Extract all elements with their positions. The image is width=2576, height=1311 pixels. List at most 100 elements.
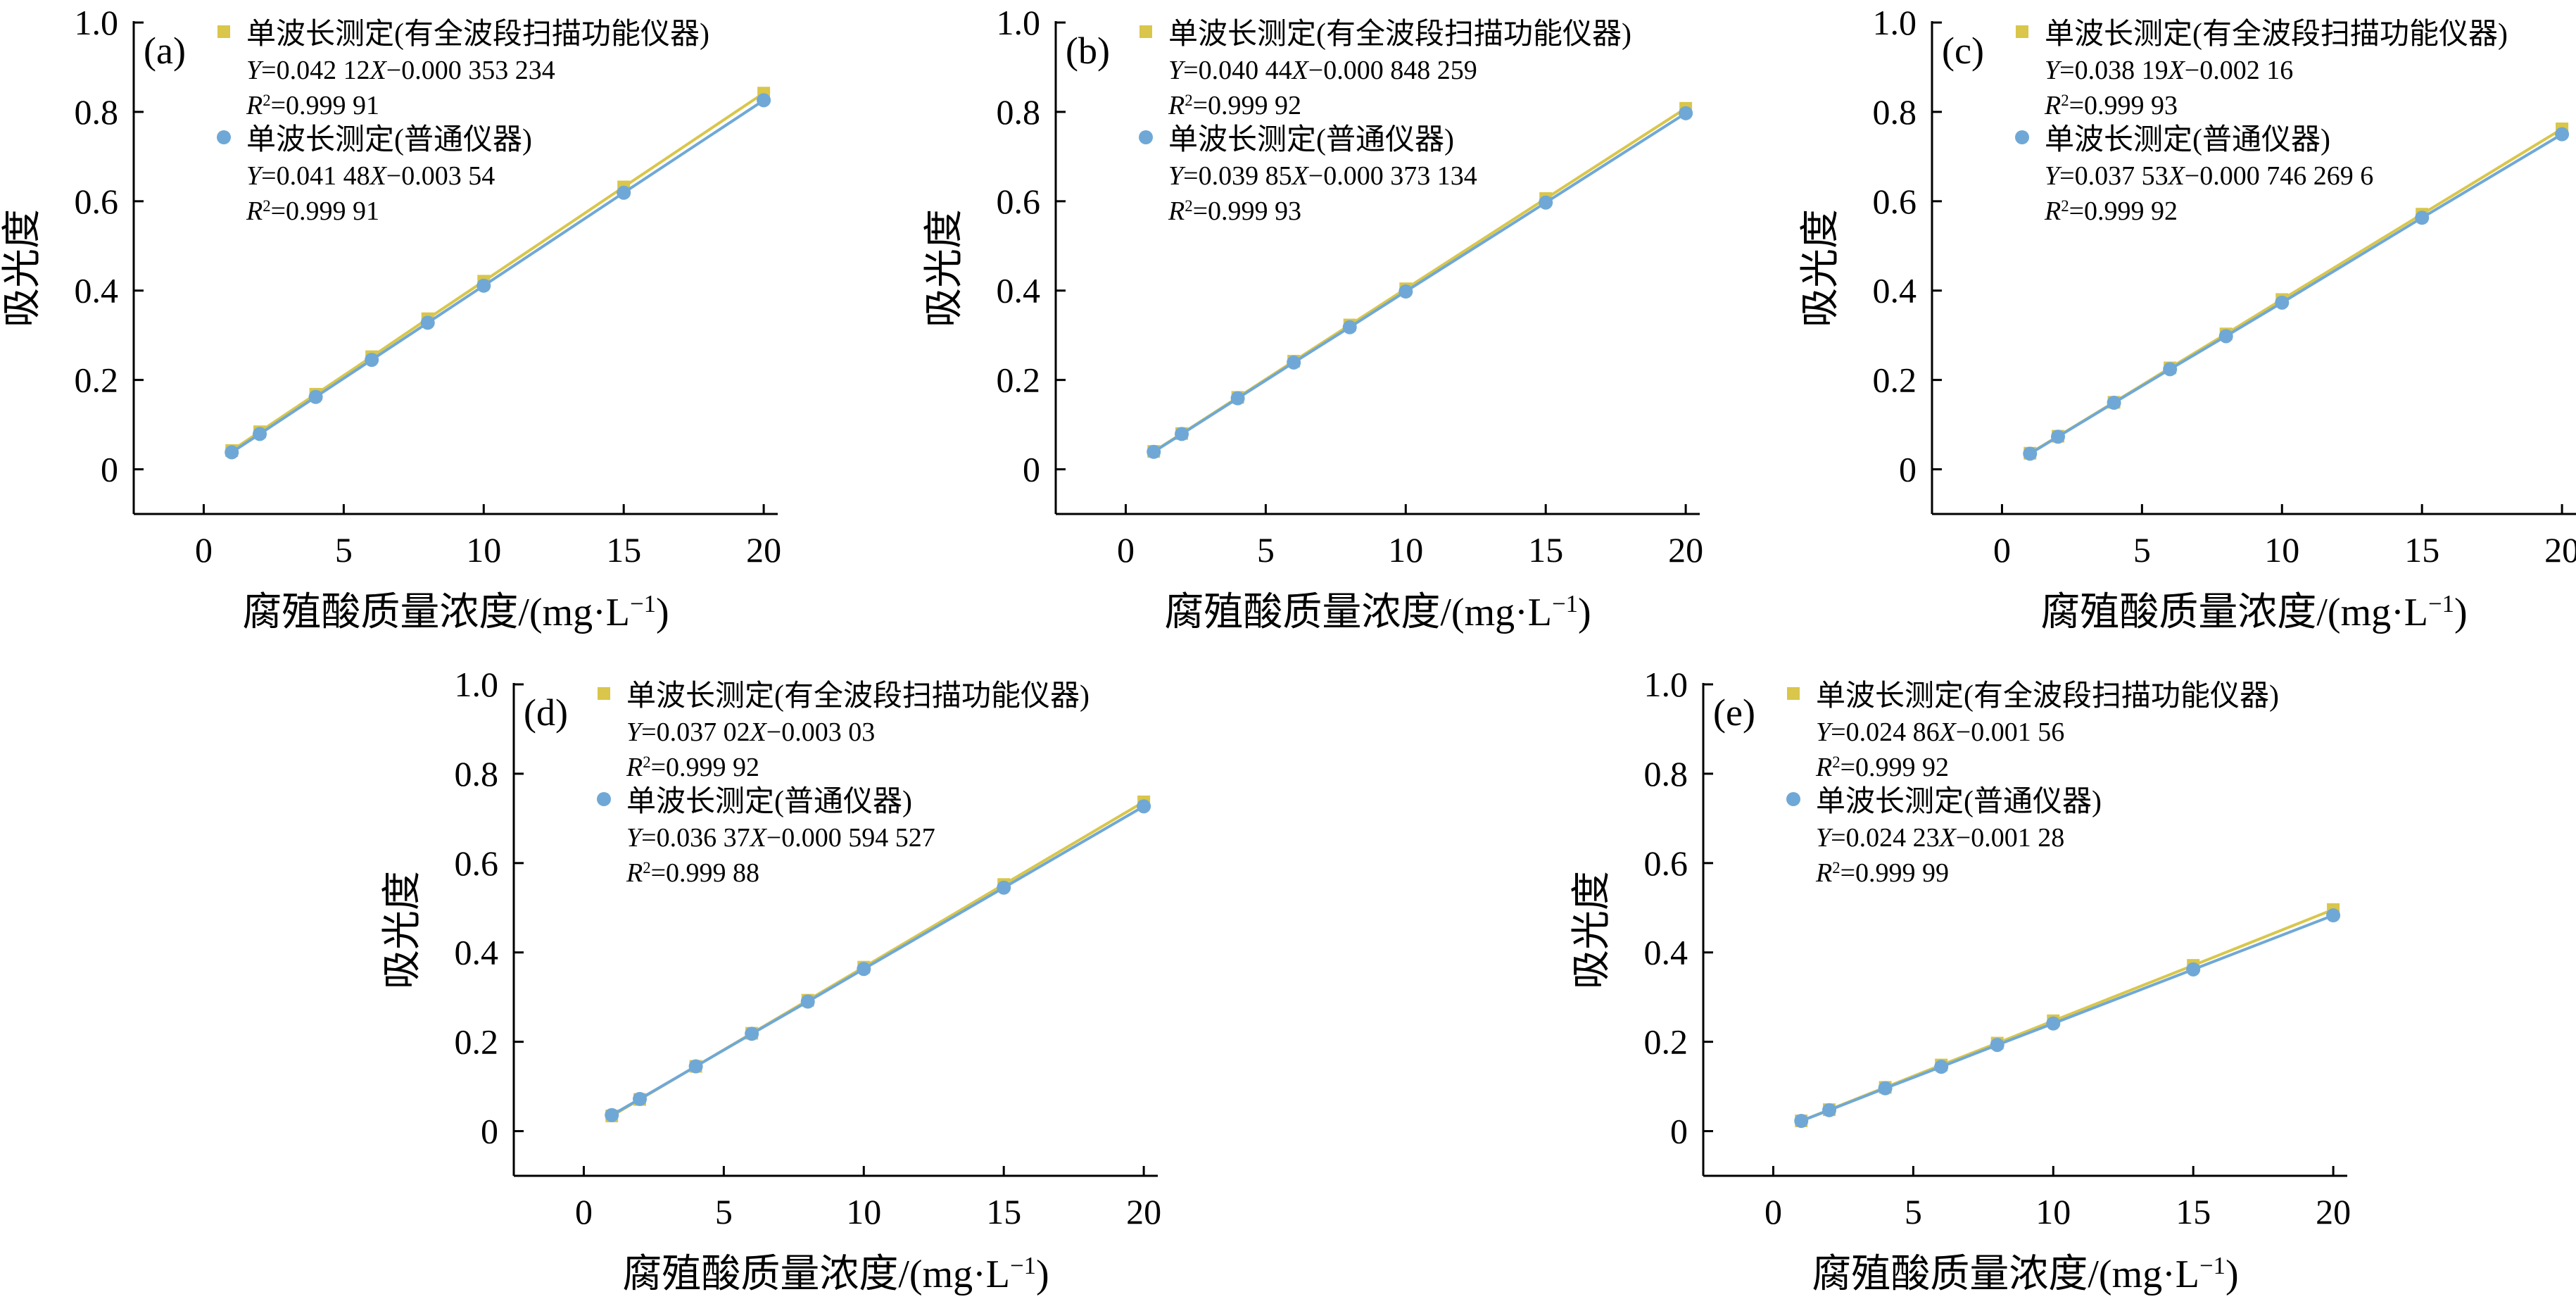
legend-entry: 单波长测定(普通仪器) Y=0.036 37X−0.000 594 527 R2=0…	[597, 785, 935, 888]
x-axis-label: 腐殖酸质量浓度/(mg·L−1)	[2040, 590, 2467, 635]
data-point-circle	[1399, 284, 1413, 299]
legend-label: 单波长测定(有全波段扫描功能仪器)	[1168, 18, 1631, 51]
y-tick-label: 0.6	[455, 843, 499, 883]
data-point-circle	[1794, 1113, 1809, 1128]
r-squared: R2=0.999 92	[2044, 196, 2178, 226]
legend-marker-square	[217, 25, 230, 38]
panel-label: (e)	[1713, 691, 1755, 734]
legend-label: 单波长测定(普通仪器)	[246, 123, 532, 156]
r-squared: R2=0.999 91	[246, 91, 379, 120]
legend-entry: 单波长测定(普通仪器) Y=0.039 85X−0.000 373 134 R2=0…	[1139, 123, 1477, 226]
x-axis-label: 腐殖酸质量浓度/(mg·L−1)	[1164, 590, 1591, 635]
legend-entry: 单波长测定(有全波段扫描功能仪器) Y=0.037 02X−0.003 03 R2=…	[598, 679, 1090, 782]
legend-entry: 单波长测定(普通仪器) Y=0.024 23X−0.001 28 R2=0.999 …	[1786, 785, 2102, 888]
x-tick-label: 0	[1117, 530, 1135, 570]
data-point-circle	[2023, 446, 2038, 461]
data-point-circle	[1137, 799, 1151, 814]
x-tick-label: 5	[1905, 1192, 1922, 1231]
x-tick-label: 10	[846, 1192, 881, 1231]
legend-label: 单波长测定(有全波段扫描功能仪器)	[626, 679, 1090, 713]
data-point-circle	[476, 278, 491, 293]
y-tick-label: 1.0	[1644, 665, 1688, 704]
panel-label: (c)	[1942, 30, 1984, 72]
legend-label: 单波长测定(普通仪器)	[2045, 123, 2330, 156]
legend-marker-square	[1139, 25, 1152, 38]
y-tick-label: 0.2	[1644, 1022, 1688, 1062]
regression-equation: Y=0.041 48X−0.003 54	[246, 161, 495, 191]
series-line	[1800, 914, 2334, 1122]
legend-marker-square	[598, 687, 610, 700]
data-point-circle	[1679, 106, 1693, 120]
series-line	[231, 99, 765, 454]
data-point-circle	[420, 315, 435, 330]
x-tick-label: 0	[195, 530, 213, 570]
data-point-circle	[688, 1059, 703, 1074]
legend-marker-circle	[1786, 792, 1800, 806]
x-tick-label: 15	[986, 1192, 1021, 1231]
x-axis-label: 腐殖酸质量浓度/(mg·L−1)	[1812, 1252, 2238, 1297]
regression-equation: Y=0.037 53X−0.000 746 269 6	[2045, 161, 2373, 191]
x-tick-label: 5	[335, 530, 353, 570]
data-point-circle	[2107, 395, 2121, 410]
legend-marker-square	[1787, 687, 1800, 700]
y-tick-label: 0.4	[75, 271, 119, 310]
series-ordinary	[1147, 106, 1693, 459]
x-tick-label: 10	[2264, 530, 2299, 570]
data-point-circle	[1147, 444, 1161, 459]
series-full-scan	[1795, 903, 2340, 1127]
legend-entry: 单波长测定(有全波段扫描功能仪器) Y=0.038 19X−0.002 16 R2=…	[2016, 18, 2508, 120]
y-tick-label: 0.2	[75, 360, 119, 400]
r-squared: R2=0.999 92	[1168, 91, 1301, 120]
y-tick-label: 0.2	[997, 360, 1041, 400]
data-point-circle	[1230, 391, 1245, 406]
data-point-circle	[605, 1108, 619, 1122]
regression-equation: Y=0.040 44X−0.000 848 259	[1168, 56, 1477, 85]
y-tick-label: 0.2	[1873, 360, 1917, 400]
x-tick-label: 10	[2035, 1192, 2071, 1231]
data-point-circle	[2555, 127, 2570, 142]
series-line	[231, 92, 765, 452]
legend-label: 单波长测定(普通仪器)	[1168, 123, 1454, 156]
legend-marker-circle	[1139, 130, 1153, 144]
data-point-circle	[2415, 211, 2430, 225]
data-point-circle	[745, 1027, 759, 1041]
legend-label: 单波长测定(有全波段扫描功能仪器)	[2045, 18, 2508, 51]
legend-entry: 单波长测定(有全波段扫描功能仪器) Y=0.042 12X−0.000 353 2…	[217, 18, 709, 120]
series-ordinary	[2023, 127, 2570, 461]
x-tick-label: 0	[575, 1192, 593, 1231]
x-tick-label: 20	[2544, 530, 2576, 570]
legend-entry: 单波长测定(有全波段扫描功能仪器) Y=0.040 44X−0.000 848 2…	[1139, 18, 1631, 120]
y-tick-label: 1.0	[997, 3, 1041, 42]
r-squared: R2=0.999 99	[1815, 858, 1949, 888]
data-point-circle	[800, 994, 815, 1009]
regression-equation: Y=0.039 85X−0.000 373 134	[1168, 161, 1477, 191]
legend-label: 单波长测定(普通仪器)	[1816, 785, 2102, 818]
x-tick-label: 20	[2316, 1192, 2351, 1231]
r-squared: R2=0.999 91	[246, 196, 379, 226]
chart-panel-b: 0 0.2 0.4 0.6 0.8 1.0 0 5 10 15 20 腐殖酸质量浓度/(mg·L−1)…	[923, 3, 1703, 634]
y-tick-label: 0	[481, 1112, 498, 1151]
r-squared: R2=0.999 88	[626, 858, 759, 888]
x-tick-label: 20	[746, 530, 781, 570]
chart-panel-d: 0 0.2 0.4 0.6 0.8 1.0 0 5 10 15 20 腐殖酸质量浓度/(mg·L−1)…	[381, 665, 1161, 1296]
data-point-circle	[225, 445, 239, 460]
x-tick-label: 0	[1764, 1192, 1782, 1231]
y-tick-label: 0.8	[997, 92, 1041, 132]
legend-entry: 单波长测定(普通仪器) Y=0.041 48X−0.003 54 R2=0.999 …	[217, 123, 532, 226]
legend-label: 单波长测定(有全波段扫描功能仪器)	[246, 18, 709, 51]
y-tick-label: 0	[1023, 450, 1040, 489]
data-point-circle	[308, 389, 323, 404]
regression-equation: Y=0.037 02X−0.003 03	[626, 717, 875, 747]
series-line	[2029, 132, 2563, 456]
regression-equation: Y=0.024 86X−0.001 56	[1816, 717, 2064, 747]
data-point-circle	[2326, 908, 2341, 923]
data-point-circle	[997, 880, 1011, 895]
data-point-circle	[1878, 1081, 1893, 1096]
y-axis-label: 吸光度	[1799, 209, 1843, 327]
regression-equation: Y=0.038 19X−0.002 16	[2045, 56, 2293, 85]
y-tick-label: 0.8	[455, 754, 499, 794]
data-point-circle	[1287, 355, 1301, 370]
chart-panel-c: 0 0.2 0.4 0.6 0.8 1.0 0 5 10 15 20 腐殖酸质量浓度/(mg·L−1)…	[1799, 3, 2576, 634]
regression-equation: Y=0.024 23X−0.001 28	[1816, 823, 2064, 853]
